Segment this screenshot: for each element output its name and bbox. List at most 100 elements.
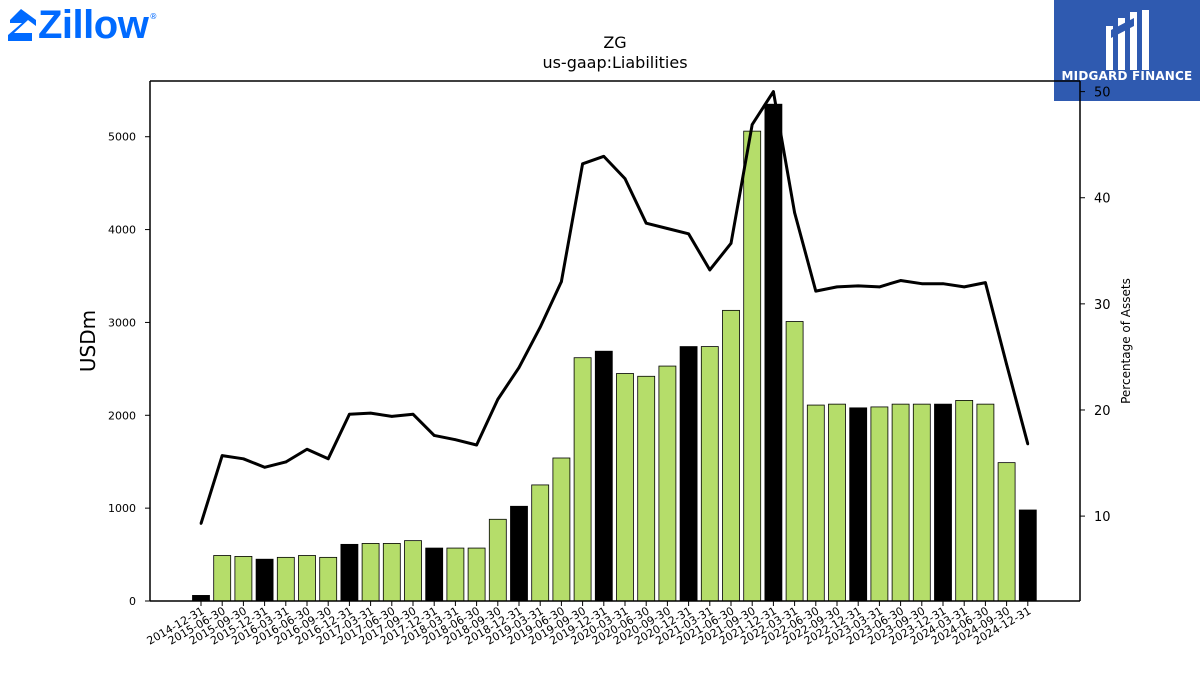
line-point-2016-12-31 — [348, 412, 351, 416]
line-point-2023-06-30 — [899, 279, 902, 282]
bar-2023-06-30 — [891, 403, 910, 602]
line-point-2020-06-30 — [644, 221, 648, 225]
line-point-2021-09-30 — [750, 123, 754, 126]
axes: 01000200030004000500010203040502014-12-3… — [108, 80, 1111, 648]
bar-2021-06-30 — [722, 309, 740, 602]
bar-2020-06-30 — [637, 375, 656, 602]
y-axis-label: USDm — [76, 310, 100, 372]
line-point-2021-06-30 — [729, 242, 733, 245]
line-point-2017-03-31 — [369, 411, 372, 415]
bar-2024-06-30 — [976, 403, 995, 602]
line-point-2024-09-30 — [1005, 363, 1008, 366]
bar-2022-03-31 — [785, 321, 804, 602]
line-point-2020-03-31 — [623, 177, 627, 180]
y-tick-label: 2000 — [108, 409, 136, 422]
line-point-2019-12-31 — [602, 155, 606, 158]
zillow-logo: Zillow ® — [4, 4, 157, 46]
line-point-2016-06-30 — [305, 447, 309, 451]
y2-axis-label: Percentage of Assets — [1119, 278, 1133, 404]
bar-2022-06-30 — [806, 404, 825, 602]
bar-2021-09-30 — [743, 130, 762, 602]
bar-2021-03-31 — [700, 346, 719, 602]
line-point-2023-12-31 — [941, 282, 945, 285]
line-point-2016-09-30 — [326, 457, 330, 461]
bar-2023-09-30 — [912, 403, 931, 602]
bar-2024-09-30 — [997, 462, 1016, 602]
y2-tick-label: 50 — [1094, 86, 1111, 101]
line-point-2017-12-31 — [432, 434, 436, 437]
bar-2020-09-30 — [658, 365, 677, 602]
bar-2017-09-30 — [404, 540, 422, 602]
midgard-wordmark: MIDGARD FINANCE — [1061, 69, 1193, 83]
bar-2024-03-31 — [955, 400, 974, 602]
line-point-2020-12-31 — [687, 232, 690, 236]
line-point-2023-03-31 — [878, 285, 881, 289]
bar-2019-12-31 — [594, 350, 613, 602]
line-point-2022-12-31 — [856, 284, 860, 288]
bar-2019-03-31 — [531, 484, 550, 602]
bar-2019-06-30 — [552, 457, 571, 602]
line-point-2017-09-30 — [411, 412, 415, 416]
bar-2017-12-31 — [425, 547, 444, 602]
line-point-2024-06-30 — [984, 281, 987, 284]
line-point-2022-09-30 — [835, 285, 839, 289]
line-point-2020-09-30 — [666, 227, 669, 230]
bar-2015-06-30 — [213, 555, 232, 602]
line-point-2023-09-30 — [920, 282, 924, 285]
midgard-emblem-icon — [1106, 10, 1149, 70]
bar-2015-12-31 — [255, 558, 274, 602]
bar-2020-03-31 — [616, 373, 634, 602]
bar-2018-09-30 — [488, 518, 507, 602]
bar-2017-06-30 — [382, 543, 401, 602]
line-point-2014-12-31 — [199, 522, 203, 525]
line-point-2022-06-30 — [814, 289, 818, 293]
line-point-2024-03-31 — [962, 285, 966, 289]
line-point-2018-06-30 — [475, 443, 478, 447]
y-tick-label: 4000 — [108, 224, 136, 237]
bar-2019-09-30 — [573, 357, 592, 602]
line-point-2019-06-30 — [560, 280, 563, 283]
line-point-2024-12-31 — [1026, 442, 1030, 446]
bar-2017-03-31 — [361, 543, 380, 602]
line-point-2019-09-30 — [581, 162, 584, 166]
zillow-wordmark: Zillow — [38, 3, 149, 47]
line-series — [199, 90, 1030, 525]
line-point-2015-06-30 — [220, 454, 224, 457]
y2-tick-label: 40 — [1094, 192, 1111, 207]
line-point-2022-03-31 — [793, 211, 796, 214]
line-point-2018-03-31 — [454, 438, 457, 441]
line-point-2016-03-31 — [284, 460, 288, 464]
bar-2016-12-31 — [340, 543, 359, 602]
zillow-registered-mark: ® — [149, 12, 158, 21]
bar-2023-03-31 — [870, 406, 889, 602]
y-tick-label: 1000 — [108, 502, 136, 515]
bar-2023-12-31 — [934, 403, 952, 602]
bar-2014-12-31 — [192, 595, 210, 602]
bar-series — [192, 103, 1037, 602]
line-point-2017-06-30 — [390, 415, 394, 418]
percentage-of-assets-line — [199, 90, 1030, 524]
bar-2018-06-30 — [467, 547, 486, 602]
line-point-2021-12-31 — [772, 90, 775, 93]
bar-2016-06-30 — [298, 555, 316, 602]
bar-2016-09-30 — [319, 556, 338, 602]
line-point-2021-03-31 — [708, 268, 712, 272]
bar-2015-09-30 — [234, 556, 253, 602]
bar-2021-12-31 — [764, 103, 783, 602]
bar-2018-12-31 — [510, 505, 528, 602]
y2-tick-label: 30 — [1094, 298, 1111, 313]
bar-2022-09-30 — [828, 403, 846, 602]
bar-2016-03-31 — [276, 556, 295, 602]
bar-2022-12-31 — [849, 407, 868, 602]
line-point-2015-09-30 — [242, 457, 245, 461]
y2-tick-label: 10 — [1094, 510, 1111, 525]
y2-tick-label: 20 — [1094, 404, 1111, 419]
midgard-finance-logo: MIDGARD FINANCE — [1054, 0, 1200, 101]
chart-subtitle: us-gaap:Liabilities — [542, 53, 687, 72]
y-tick-label: 5000 — [108, 131, 136, 144]
line-point-2018-09-30 — [496, 398, 500, 401]
y-tick-label: 0 — [129, 595, 136, 608]
line-point-2015-12-31 — [263, 465, 266, 469]
bar-2018-03-31 — [446, 547, 465, 602]
